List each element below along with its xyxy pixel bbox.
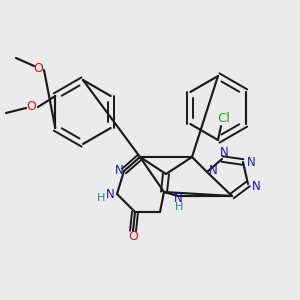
Text: H: H — [97, 193, 105, 203]
Text: Cl: Cl — [218, 112, 230, 124]
Text: N: N — [208, 164, 217, 176]
Text: N: N — [174, 191, 182, 205]
Text: N: N — [247, 155, 255, 169]
Text: N: N — [115, 164, 123, 178]
Text: H: H — [175, 202, 183, 212]
Text: N: N — [252, 179, 260, 193]
Text: O: O — [33, 61, 43, 74]
Text: O: O — [26, 100, 36, 113]
Text: O: O — [128, 230, 138, 242]
Text: N: N — [220, 146, 228, 160]
Text: N: N — [106, 188, 114, 200]
